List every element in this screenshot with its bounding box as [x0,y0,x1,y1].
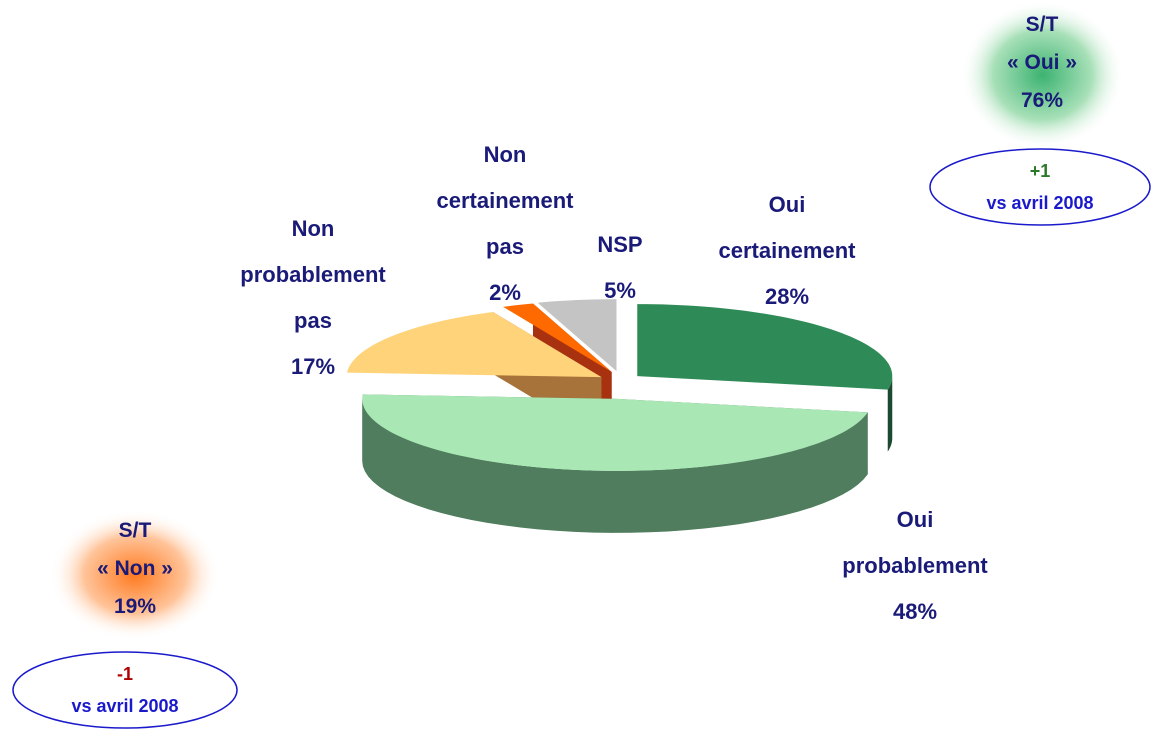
category: Oui probablement [842,507,988,578]
summary-subtitle: « Non » [97,557,173,580]
slice [637,304,893,390]
summary-value: 19% [113,595,157,618]
slice-label: Oui probablement 48% [828,497,1003,635]
slice-label: NSP 5% [570,222,670,314]
change: -1 vs avril 2008 [25,658,225,722]
value-label: 5% [604,278,636,303]
category: Oui certainement [718,192,856,263]
slice-label: Oui certainement 28% [700,182,875,320]
slice-label: Non certainement pas 2% [420,132,590,316]
change-ellipse [929,148,1151,226]
change-period: vs avril 2008 [986,193,1094,213]
change-ellipse [12,651,238,729]
category: NSP [597,232,643,257]
summary-title: S/T [118,519,152,542]
value-label: 28% [764,284,810,309]
summary-value: 76% [1020,89,1064,112]
value-label: 17% [290,354,336,379]
category: Non certainement pas [436,142,574,259]
summary-title: S/T [1025,13,1059,36]
slice [537,299,617,372]
slice-side [362,398,868,533]
summary: S/T « Non » 19% [55,512,215,626]
slice-label: Non probablement pas 17% [226,206,401,390]
category: Non probablement pas [240,216,386,333]
glow [960,0,1125,150]
change-value: +1 [1029,161,1051,181]
slice [346,311,602,378]
pie [346,299,893,533]
value-label: 48% [892,599,938,624]
change-period: vs avril 2008 [71,696,179,716]
glow [50,510,220,640]
slice-side [887,376,893,452]
value-label: 2% [489,280,521,305]
summary-subtitle: « Oui » [1006,51,1078,74]
change: +1 vs avril 2008 [940,155,1140,219]
change-value: -1 [116,664,133,684]
summary: S/T « Oui » 76% [962,6,1122,120]
slice [362,394,868,471]
slice [503,303,612,372]
